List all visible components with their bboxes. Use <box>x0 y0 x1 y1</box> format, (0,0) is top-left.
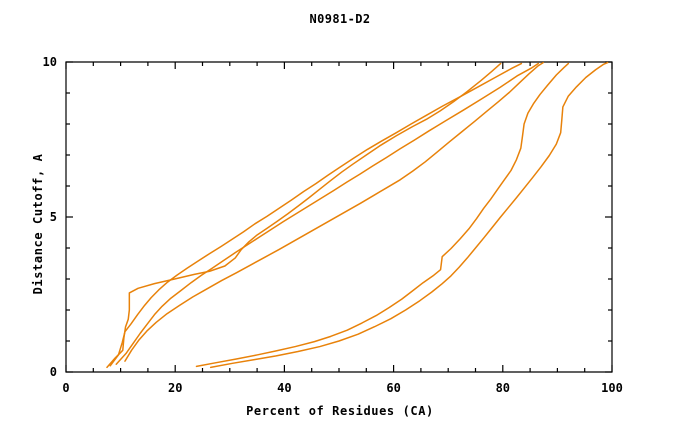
svg-text:5: 5 <box>50 210 57 224</box>
svg-text:0: 0 <box>50 365 57 379</box>
svg-text:60: 60 <box>386 381 400 395</box>
series-line-model-6 <box>124 61 544 362</box>
x-axis-label: Percent of Residues (CA) <box>246 404 434 418</box>
series-line-model-4 <box>195 62 570 368</box>
page-title: N0981-D2 <box>309 12 371 26</box>
svg-text:20: 20 <box>168 381 182 395</box>
series-line-model-2 <box>109 62 523 367</box>
series-line-model-5 <box>209 61 609 369</box>
svg-text:100: 100 <box>601 381 623 395</box>
svg-text:40: 40 <box>277 381 291 395</box>
svg-text:10: 10 <box>43 55 57 69</box>
series-line-model-1 <box>106 62 502 369</box>
series-line-model-3 <box>115 62 540 365</box>
data-series-group <box>106 61 609 369</box>
axis-ticks <box>65 61 613 373</box>
axis-tick-labels: 0 20 40 60 80 100 0 5 10 <box>43 55 623 395</box>
svg-text:0: 0 <box>62 381 69 395</box>
svg-text:80: 80 <box>496 381 510 395</box>
